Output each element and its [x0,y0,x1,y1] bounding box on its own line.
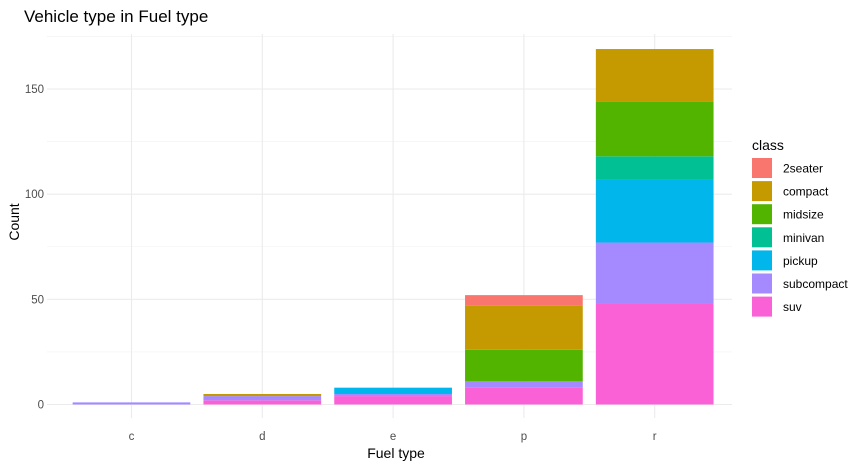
x-axis-title: Fuel type [367,445,425,461]
legend-label-midsize: midsize [783,208,824,222]
bar-segment-p-subcompact [465,381,583,388]
bar-segment-p-midsize [465,349,583,382]
x-tick-label: c [129,431,135,443]
y-tick-label: 100 [25,189,44,201]
legend-key-minivan [752,227,772,248]
x-tick-label: d [259,431,265,443]
bar-segment-d-subcompact [203,396,322,401]
bar-segment-d-compact [203,393,322,397]
y-tick-label: 150 [25,84,44,96]
legend: class 2seater compact midsize minivan pickup… [752,137,848,317]
chart-title: Vehicle type in Fuel type [24,7,208,26]
bar-segment-r-subcompact [595,242,714,304]
y-axis-title: Count [6,203,22,240]
legend-key-compact [752,181,772,202]
legend-key-subcompact [752,273,772,294]
legend-key-pickup [752,250,772,271]
bar-segment-p-compact [465,305,583,350]
bar-segment-e-subcompact [334,393,452,397]
legend-label-2seater: 2seater [783,162,823,176]
x-tick-label: r [653,431,657,443]
legend-key-2seater [752,158,772,178]
bar-segment-r-midsize [595,101,714,157]
legend-label-subcompact: subcompact [783,277,848,291]
y-tick-label: 0 [38,400,44,412]
bars [72,49,714,405]
bar-segment-r-compact [595,49,714,102]
legend-label-minivan: minivan [783,231,824,245]
legend-label-compact: compact [783,185,829,199]
x-tick-label: p [521,431,527,443]
bar-segment-r-minivan [595,156,714,180]
bar-segment-p-2seater [465,295,583,306]
legend-title: class [752,137,784,153]
bar-segment-e-pickup [334,387,452,394]
legend-label-suv: suv [783,300,802,314]
legend-key-midsize [752,204,772,225]
bar-segment-c-subcompact [72,402,191,405]
x-tick-label: e [390,431,396,443]
bar-segment-p-suv [465,387,583,405]
y-tick-labels: 0 50 100 150 [25,84,44,412]
bar-segment-e-suv [334,396,452,405]
bar-segment-d-suv [203,400,322,405]
bar-segment-r-suv [595,303,714,405]
legend-key-suv [752,296,772,317]
bar-segment-r-pickup [595,179,714,243]
y-tick-label: 50 [31,294,44,306]
legend-label-pickup: pickup [783,254,818,268]
